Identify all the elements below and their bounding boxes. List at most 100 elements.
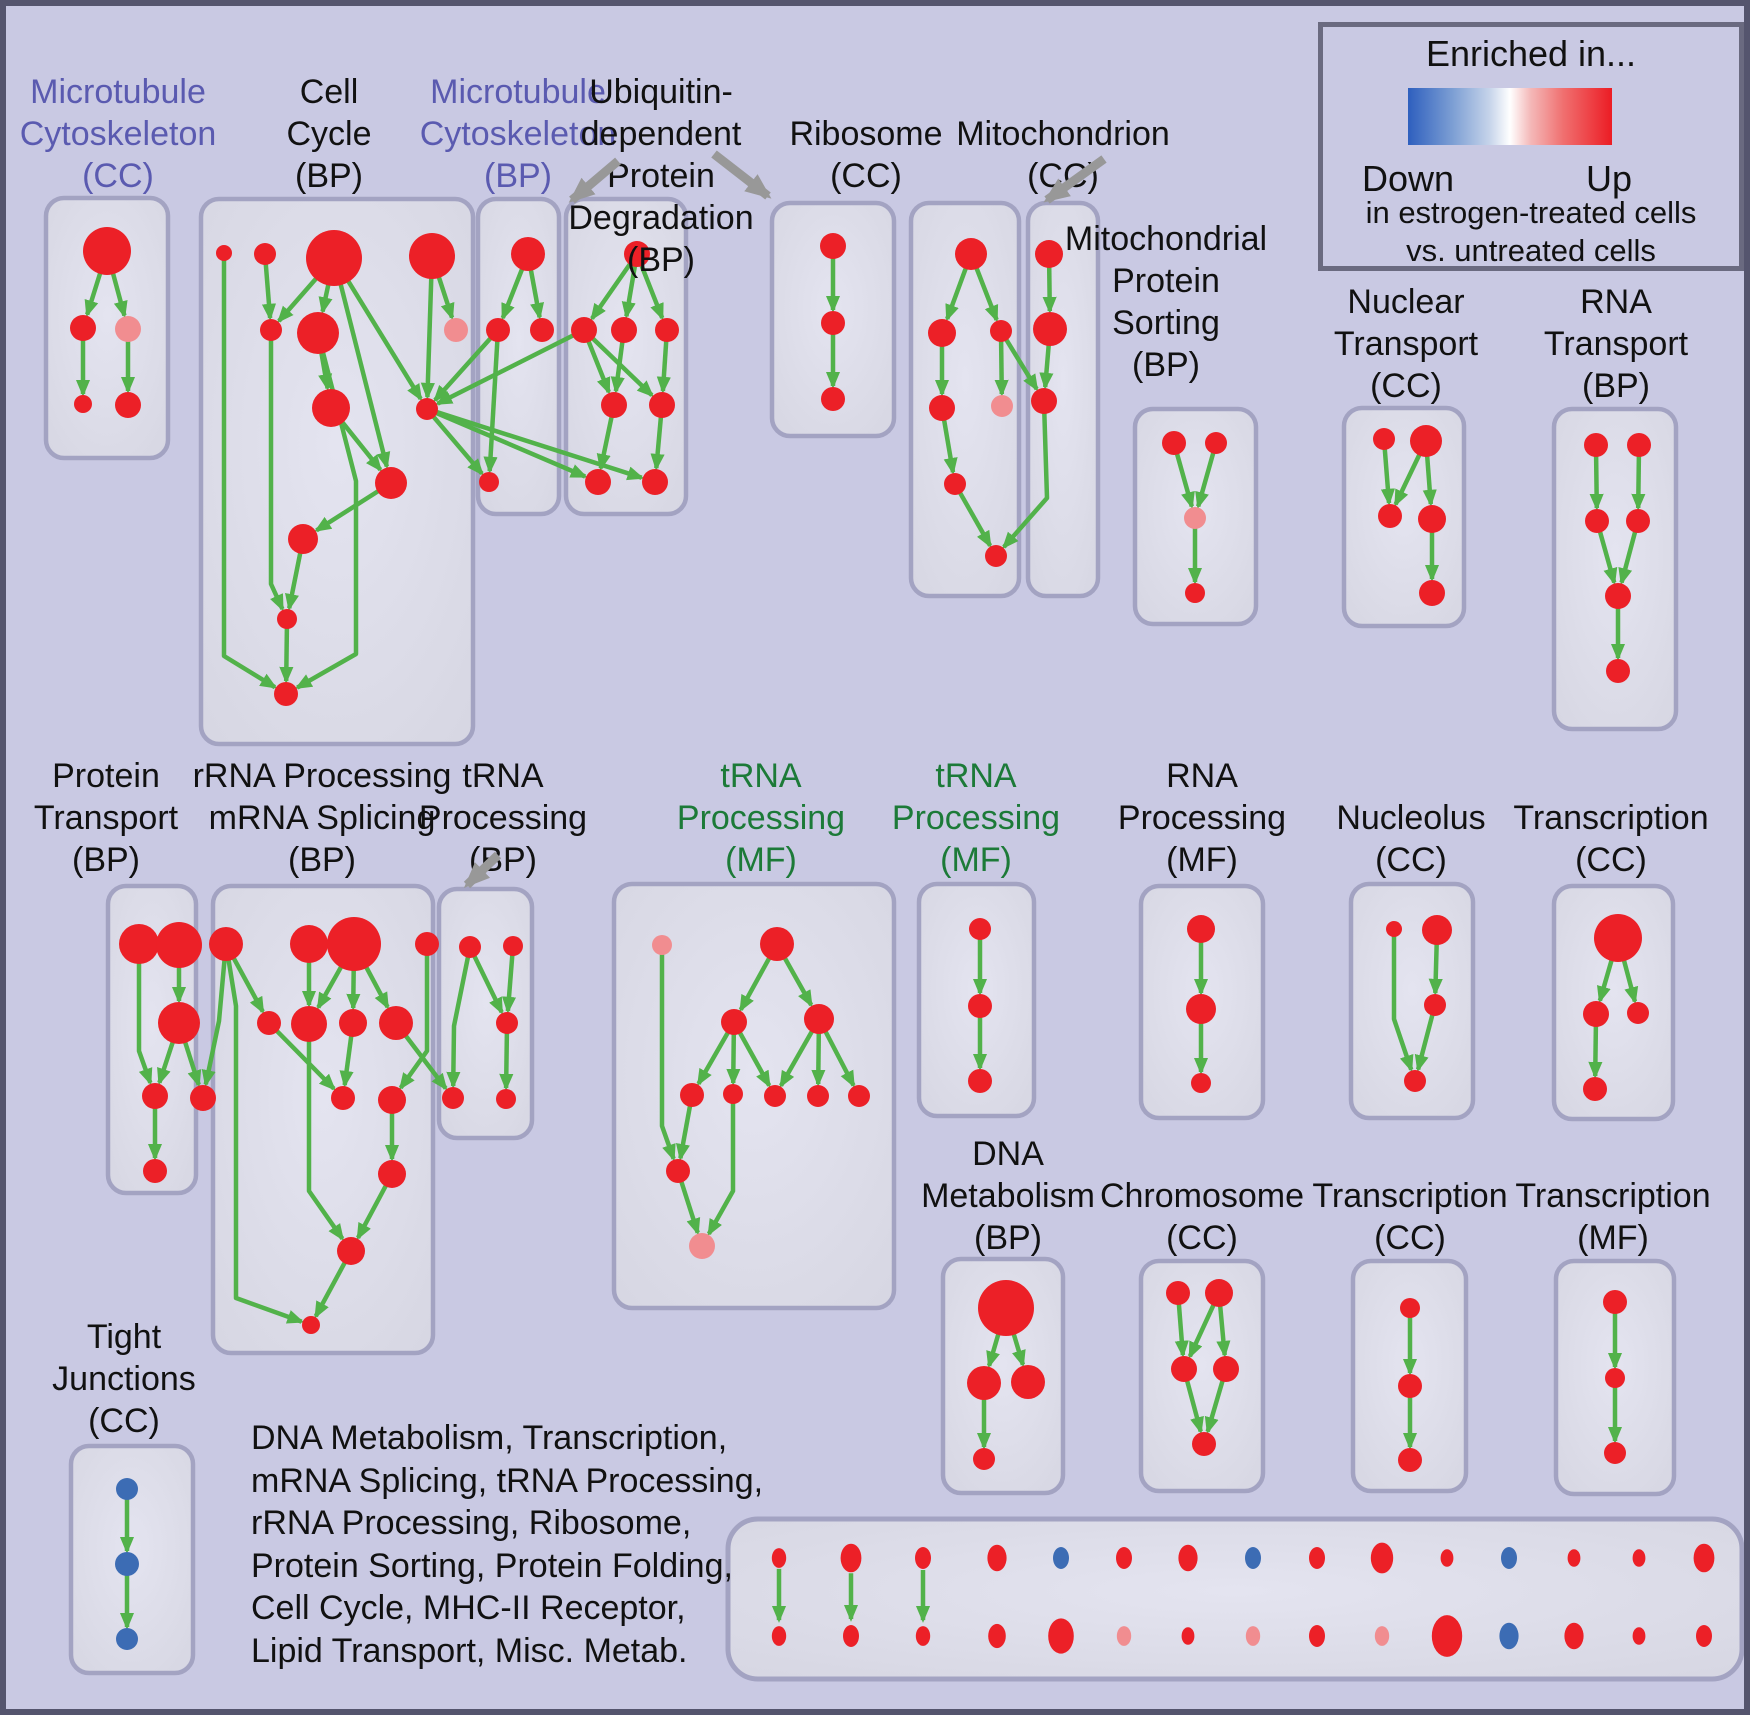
edge-arrow (434, 410, 588, 479)
edge-arrow (590, 335, 654, 398)
cluster-box-ub (563, 196, 689, 517)
legend-up-label: Up (1585, 158, 1633, 199)
go-term-node (601, 392, 627, 418)
go-term-node (119, 924, 159, 964)
cluster-label-rt: (BP) (1582, 367, 1650, 405)
edge-arrow (957, 490, 993, 549)
go-term-node (1693, 1543, 1715, 1573)
label-pointer-arrow (1043, 155, 1107, 204)
edge-arrow (157, 1040, 176, 1086)
go-term-node (375, 467, 407, 499)
go-term-node (1585, 509, 1609, 533)
edge-arrow (434, 409, 645, 481)
go-term-node (378, 1160, 406, 1188)
go-term-node (1048, 1618, 1074, 1654)
cluster-label-mps: Sorting (1112, 304, 1220, 342)
edge-arrow (268, 339, 285, 612)
edge-arrow (338, 282, 391, 470)
note-line: Protein Sorting, Protein Folding, (251, 1546, 733, 1585)
go-term-node (339, 1009, 367, 1037)
edge-arrow (1631, 454, 1646, 511)
edge-arrow (345, 278, 423, 402)
go-term-node (915, 1626, 931, 1646)
go-term-node (655, 318, 679, 342)
cluster-label-ub: Ubiquitin- (589, 73, 733, 111)
go-term-node (1632, 1549, 1646, 1567)
edge-arrow (986, 1332, 1001, 1369)
go-term-node (260, 319, 282, 341)
cluster-label-mcbp: (BP) (484, 157, 552, 195)
edge-arrow (738, 956, 772, 1013)
misc-clusters-box (725, 1516, 1744, 1682)
edge-arrow (1597, 529, 1618, 586)
edge-arrow (285, 551, 303, 611)
go-term-node (1431, 1615, 1463, 1657)
note-line: rRNA Processing, Ribosome, (251, 1504, 692, 1542)
cluster-label-pt: Transport (34, 799, 179, 837)
edge-arrow (1187, 1302, 1217, 1359)
cluster-box-dm (940, 1256, 1066, 1496)
go-term-node (1178, 1544, 1198, 1572)
go-term-node (1605, 1368, 1625, 1388)
edge-arrow (471, 954, 504, 1015)
network-canvas: Microtubule Cytoskeleton (CC) Cell Cycle (BP)… (20, 73, 1744, 1682)
edge-arrow (420, 276, 435, 400)
go-term-node (415, 932, 439, 956)
go-term-node (988, 1623, 1006, 1649)
edge-arrow (811, 1031, 826, 1087)
note-line: Cell Cycle, MHC-II Receptor, (251, 1589, 686, 1627)
go-term-node (1499, 1622, 1519, 1650)
cluster-label-ch: (CC) (1166, 1219, 1238, 1257)
go-term-node (1185, 583, 1205, 603)
go-term-node (312, 389, 350, 427)
cluster-label-ub: Protein (607, 157, 715, 195)
go-term-node (944, 473, 966, 495)
edge-arrow (737, 1030, 772, 1088)
edge-arrow (1414, 1013, 1435, 1073)
go-term-node (990, 320, 1012, 342)
edge-arrow (433, 335, 493, 403)
go-term-node (968, 1069, 992, 1093)
go-term-node (1191, 1073, 1211, 1093)
label-pointer-arrow (463, 851, 502, 889)
annotations (463, 150, 1107, 889)
cluster-label-nu: (CC) (1375, 841, 1447, 879)
edge-arrow (279, 626, 294, 684)
go-term-node (821, 311, 845, 335)
go-term-node (624, 241, 650, 267)
go-term-node (915, 1547, 931, 1569)
edge-arrow (316, 964, 344, 1010)
go-term-node (723, 1084, 743, 1104)
cluster-label-tc1: Transcription (1513, 799, 1708, 837)
cluster-label-tm2: Processing (892, 799, 1060, 837)
cluster-label-rp: RNA (1166, 757, 1238, 795)
edge-arrow (782, 955, 814, 1008)
go-term-node (1567, 1549, 1581, 1567)
go-term-node (1418, 505, 1446, 533)
cluster-label-tb: tRNA (462, 757, 544, 795)
go-term-node (1370, 1542, 1394, 1574)
edge-arrow (779, 1029, 815, 1089)
note-line: mRNA Splicing, tRNA Processing, (251, 1461, 764, 1500)
go-term-node (1626, 509, 1650, 533)
cluster-label-tmf: (MF) (1577, 1219, 1649, 1257)
go-term-node (804, 1004, 834, 1034)
go-term-node (929, 395, 955, 421)
misc-categories-note: DNA Metabolism, Transcription, mRNA Spli… (251, 1417, 763, 1672)
cluster-label-rr: (BP) (288, 841, 356, 879)
go-term-node (1187, 915, 1215, 943)
edge-arrow (84, 271, 103, 318)
go-term-node (1440, 1549, 1454, 1567)
go-term-node (991, 395, 1013, 417)
go-term-node (409, 233, 455, 279)
edge-arrow (823, 1029, 856, 1088)
cluster-box-rib (908, 200, 1022, 599)
go-term-node (1398, 1374, 1422, 1398)
go-term-node (1696, 1625, 1712, 1647)
go-term-node (274, 682, 298, 706)
edge-arrow (363, 965, 390, 1010)
go-term-node (1192, 1432, 1216, 1456)
cluster-label-tmf: Transcription (1515, 1177, 1710, 1215)
legend-gradient-bar (1408, 88, 1612, 145)
edge-arrow (261, 262, 277, 321)
